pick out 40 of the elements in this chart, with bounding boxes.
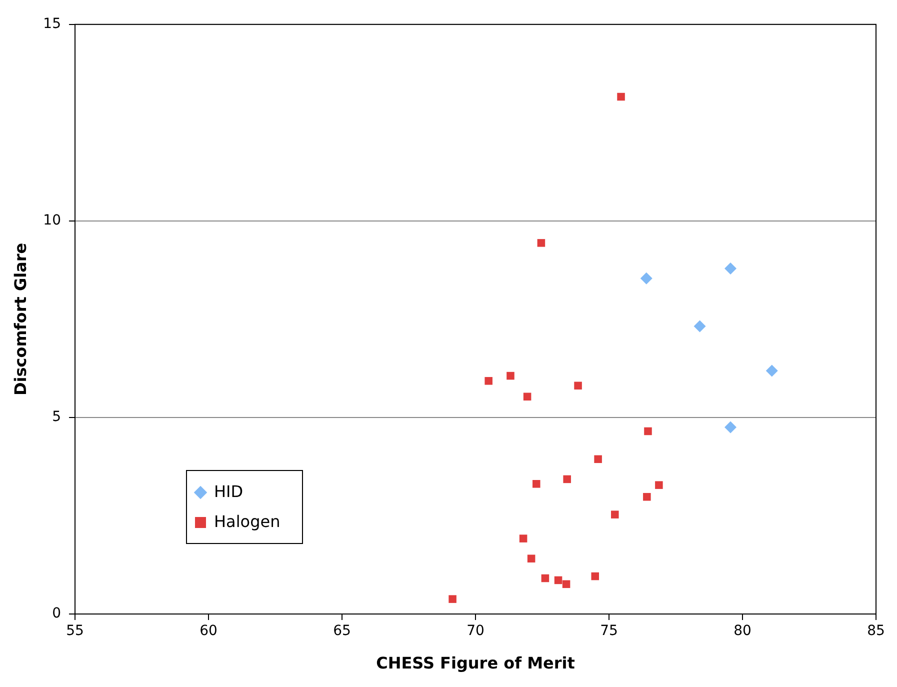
point: [523, 392, 532, 401]
point: [574, 382, 582, 390]
point: [541, 574, 550, 582]
point: [484, 377, 492, 385]
point: [532, 480, 540, 488]
point: [563, 475, 571, 484]
legend-label: HID: [214, 481, 244, 503]
point: [554, 576, 562, 584]
point: [694, 320, 706, 332]
point: [610, 510, 619, 518]
point: [640, 272, 652, 284]
y-axis-title: Discomfort Glare: [10, 242, 30, 396]
legend-label: Halogen: [214, 511, 280, 533]
point: [724, 421, 736, 434]
x-axis-title: CHESS Figure of Merit: [376, 654, 576, 673]
point: [655, 481, 663, 489]
point: [591, 572, 600, 580]
point: [594, 455, 602, 464]
x-tick-label: 75: [600, 623, 618, 640]
point: [527, 554, 536, 562]
point: [766, 364, 778, 377]
x-tick-label: 55: [66, 623, 84, 640]
point: [724, 262, 736, 274]
y-tick-label: 10: [43, 212, 62, 229]
x-tick-label: 60: [200, 623, 218, 640]
x-tick-label: 80: [734, 623, 752, 640]
x-tick-label: 65: [333, 623, 351, 640]
point: [644, 427, 652, 436]
y-tick-label: 15: [43, 16, 62, 32]
point: [562, 580, 570, 588]
point: [617, 92, 625, 101]
point: [506, 372, 514, 380]
y-tick-label: 0: [52, 606, 62, 622]
x-tick-label: 70: [466, 623, 484, 640]
point: [519, 534, 528, 542]
point: [643, 492, 651, 501]
y-tick-label: 5: [52, 409, 62, 426]
point: [537, 239, 546, 247]
x-tick-label: 85: [867, 623, 885, 640]
point: [448, 595, 456, 603]
